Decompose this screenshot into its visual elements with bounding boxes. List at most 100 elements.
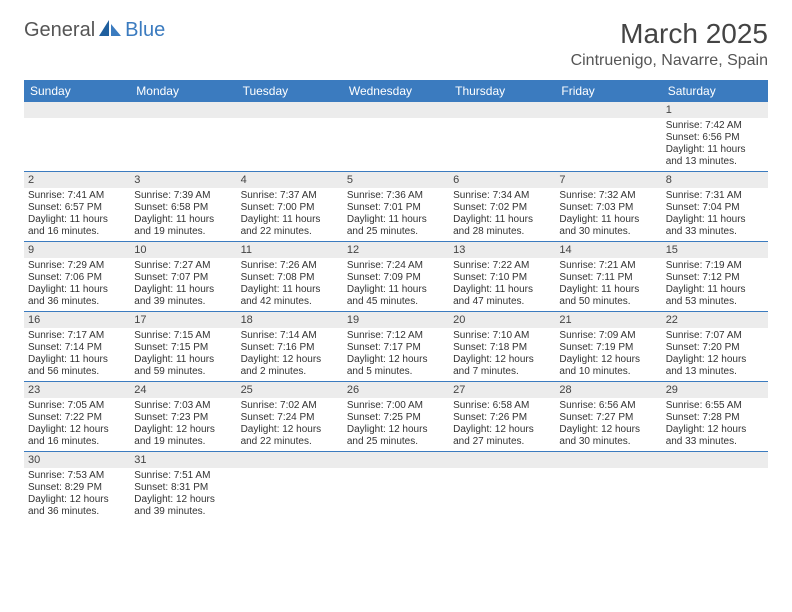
day-number: 12: [343, 242, 449, 258]
logo: General Blue: [24, 18, 165, 43]
calendar-cell: [449, 452, 555, 522]
calendar-cell: 2Sunrise: 7:41 AMSunset: 6:57 PMDaylight…: [24, 172, 130, 242]
calendar-cell: 10Sunrise: 7:27 AMSunset: 7:07 PMDayligh…: [130, 242, 236, 312]
calendar-cell: 1Sunrise: 7:42 AMSunset: 6:56 PMDaylight…: [662, 102, 768, 172]
detail-line: Daylight: 11 hours: [28, 354, 126, 366]
day-number: 16: [24, 312, 130, 328]
detail-line: Sunrise: 7:32 AM: [559, 190, 657, 202]
calendar-cell: 4Sunrise: 7:37 AMSunset: 7:00 PMDaylight…: [237, 172, 343, 242]
day-header: Sunday: [24, 80, 130, 102]
day-number: 31: [130, 452, 236, 468]
day-header: Thursday: [449, 80, 555, 102]
detail-line: Daylight: 11 hours: [28, 214, 126, 226]
detail-line: Sunset: 7:03 PM: [559, 202, 657, 214]
calendar-cell: 6Sunrise: 7:34 AMSunset: 7:02 PMDaylight…: [449, 172, 555, 242]
day-header: Friday: [555, 80, 661, 102]
day-details: Sunrise: 7:10 AMSunset: 7:18 PMDaylight:…: [449, 328, 555, 381]
day-number: 5: [343, 172, 449, 188]
calendar-cell: 22Sunrise: 7:07 AMSunset: 7:20 PMDayligh…: [662, 312, 768, 382]
day-details: Sunrise: 7:51 AMSunset: 8:31 PMDaylight:…: [130, 468, 236, 521]
detail-line: Sunset: 7:10 PM: [453, 272, 551, 284]
calendar-cell: 16Sunrise: 7:17 AMSunset: 7:14 PMDayligh…: [24, 312, 130, 382]
detail-line: Sunrise: 7:41 AM: [28, 190, 126, 202]
day-number: 19: [343, 312, 449, 328]
detail-line: Daylight: 11 hours: [666, 144, 764, 156]
detail-line: and 33 minutes.: [666, 436, 764, 448]
detail-line: Daylight: 12 hours: [666, 354, 764, 366]
detail-line: Sunset: 7:16 PM: [241, 342, 339, 354]
sail-icon: [97, 18, 123, 43]
logo-text-general: General: [24, 19, 95, 42]
day-number: 10: [130, 242, 236, 258]
day-number: 17: [130, 312, 236, 328]
detail-line: and 13 minutes.: [666, 366, 764, 378]
day-number: 2: [24, 172, 130, 188]
calendar-table: SundayMondayTuesdayWednesdayThursdayFrid…: [24, 80, 768, 521]
detail-line: and 2 minutes.: [241, 366, 339, 378]
calendar-cell: 3Sunrise: 7:39 AMSunset: 6:58 PMDaylight…: [130, 172, 236, 242]
day-number: 9: [24, 242, 130, 258]
detail-line: Daylight: 11 hours: [559, 284, 657, 296]
detail-line: Daylight: 12 hours: [241, 354, 339, 366]
day-number: 22: [662, 312, 768, 328]
detail-line: Sunrise: 7:36 AM: [347, 190, 445, 202]
calendar-cell: 17Sunrise: 7:15 AMSunset: 7:15 PMDayligh…: [130, 312, 236, 382]
detail-line: and 22 minutes.: [241, 226, 339, 238]
detail-line: Sunset: 7:18 PM: [453, 342, 551, 354]
calendar-cell: [24, 102, 130, 172]
detail-line: Sunset: 7:12 PM: [666, 272, 764, 284]
day-details: Sunrise: 7:42 AMSunset: 6:56 PMDaylight:…: [662, 118, 768, 171]
detail-line: Sunset: 7:25 PM: [347, 412, 445, 424]
calendar-cell: [343, 102, 449, 172]
day-details: Sunrise: 7:31 AMSunset: 7:04 PMDaylight:…: [662, 188, 768, 241]
day-number: 23: [24, 382, 130, 398]
day-details: Sunrise: 7:27 AMSunset: 7:07 PMDaylight:…: [130, 258, 236, 311]
detail-line: Sunset: 7:08 PM: [241, 272, 339, 284]
detail-line: and 39 minutes.: [134, 506, 232, 518]
day-details: Sunrise: 7:37 AMSunset: 7:00 PMDaylight:…: [237, 188, 343, 241]
day-header: Monday: [130, 80, 236, 102]
calendar-cell: [237, 452, 343, 522]
detail-line: and 53 minutes.: [666, 296, 764, 308]
day-number: 15: [662, 242, 768, 258]
day-details: Sunrise: 6:55 AMSunset: 7:28 PMDaylight:…: [662, 398, 768, 451]
calendar-cell: [662, 452, 768, 522]
day-number: 25: [237, 382, 343, 398]
calendar-week: 9Sunrise: 7:29 AMSunset: 7:06 PMDaylight…: [24, 242, 768, 312]
day-header: Wednesday: [343, 80, 449, 102]
day-details: Sunrise: 7:12 AMSunset: 7:17 PMDaylight:…: [343, 328, 449, 381]
detail-line: and 45 minutes.: [347, 296, 445, 308]
detail-line: and 42 minutes.: [241, 296, 339, 308]
day-details: Sunrise: 7:19 AMSunset: 7:12 PMDaylight:…: [662, 258, 768, 311]
detail-line: and 28 minutes.: [453, 226, 551, 238]
detail-line: Daylight: 12 hours: [559, 354, 657, 366]
detail-line: Sunrise: 7:39 AM: [134, 190, 232, 202]
detail-line: Sunset: 7:09 PM: [347, 272, 445, 284]
detail-line: and 36 minutes.: [28, 296, 126, 308]
detail-line: Sunset: 7:01 PM: [347, 202, 445, 214]
detail-line: Sunset: 7:15 PM: [134, 342, 232, 354]
detail-line: Daylight: 12 hours: [241, 424, 339, 436]
calendar-cell: 28Sunrise: 6:56 AMSunset: 7:27 PMDayligh…: [555, 382, 661, 452]
detail-line: and 7 minutes.: [453, 366, 551, 378]
header: General Blue March 2025 Cintruenigo, Nav…: [24, 18, 768, 70]
day-details: Sunrise: 7:29 AMSunset: 7:06 PMDaylight:…: [24, 258, 130, 311]
day-number: 20: [449, 312, 555, 328]
detail-line: Sunset: 7:26 PM: [453, 412, 551, 424]
calendar-cell: 7Sunrise: 7:32 AMSunset: 7:03 PMDaylight…: [555, 172, 661, 242]
day-number: 30: [24, 452, 130, 468]
detail-line: Sunrise: 7:37 AM: [241, 190, 339, 202]
detail-line: Sunrise: 7:29 AM: [28, 260, 126, 272]
calendar-cell: 14Sunrise: 7:21 AMSunset: 7:11 PMDayligh…: [555, 242, 661, 312]
day-number: 13: [449, 242, 555, 258]
calendar-cell: 24Sunrise: 7:03 AMSunset: 7:23 PMDayligh…: [130, 382, 236, 452]
detail-line: and 16 minutes.: [28, 436, 126, 448]
day-details: Sunrise: 7:07 AMSunset: 7:20 PMDaylight:…: [662, 328, 768, 381]
detail-line: Daylight: 11 hours: [666, 284, 764, 296]
detail-line: Sunrise: 7:09 AM: [559, 330, 657, 342]
detail-line: Sunset: 7:28 PM: [666, 412, 764, 424]
calendar-cell: 21Sunrise: 7:09 AMSunset: 7:19 PMDayligh…: [555, 312, 661, 382]
day-details: Sunrise: 7:09 AMSunset: 7:19 PMDaylight:…: [555, 328, 661, 381]
detail-line: Sunrise: 7:42 AM: [666, 120, 764, 132]
detail-line: Daylight: 12 hours: [453, 424, 551, 436]
